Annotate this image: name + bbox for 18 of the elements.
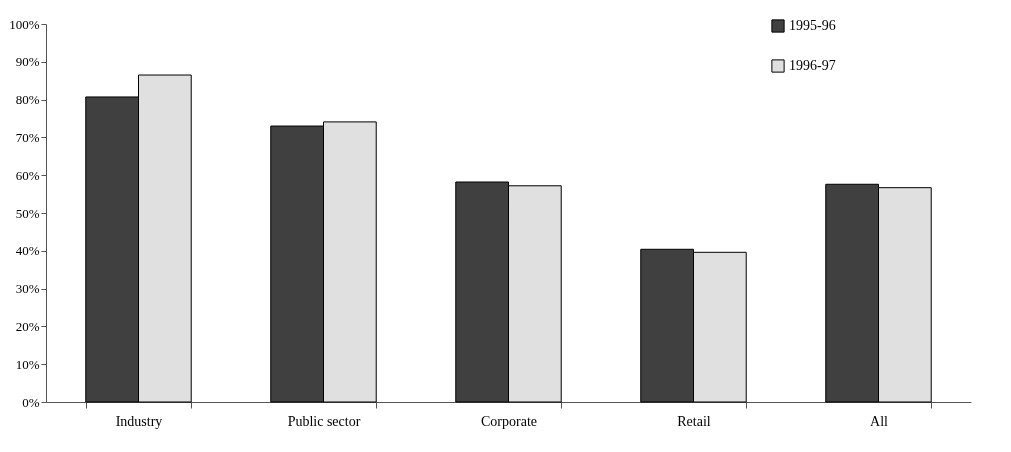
- y-tick-label: 90%: [15, 54, 40, 70]
- x-tick-label: Corporate: [481, 413, 537, 429]
- y-tick-label: 10%: [15, 356, 40, 372]
- legend-label: 1996-97: [789, 58, 836, 73]
- legend-label: 1995-96: [789, 18, 836, 33]
- y-tick-label: 40%: [15, 243, 40, 259]
- x-tick-label: Retail: [677, 413, 711, 429]
- y-tick-label: 70%: [15, 129, 40, 145]
- y-tick-label: 100%: [9, 16, 40, 32]
- y-tick-label: 50%: [15, 205, 40, 221]
- y-tick-label: 30%: [15, 281, 40, 297]
- x-tick-label: All: [870, 413, 889, 429]
- y-tick-label: 60%: [15, 167, 40, 183]
- y-tick-label: 20%: [15, 318, 40, 334]
- y-tick-label: 80%: [15, 92, 40, 108]
- y-tick-label: 0%: [22, 394, 40, 410]
- x-tick-label: Industry: [115, 413, 163, 429]
- x-tick-label: Public sector: [287, 413, 361, 429]
